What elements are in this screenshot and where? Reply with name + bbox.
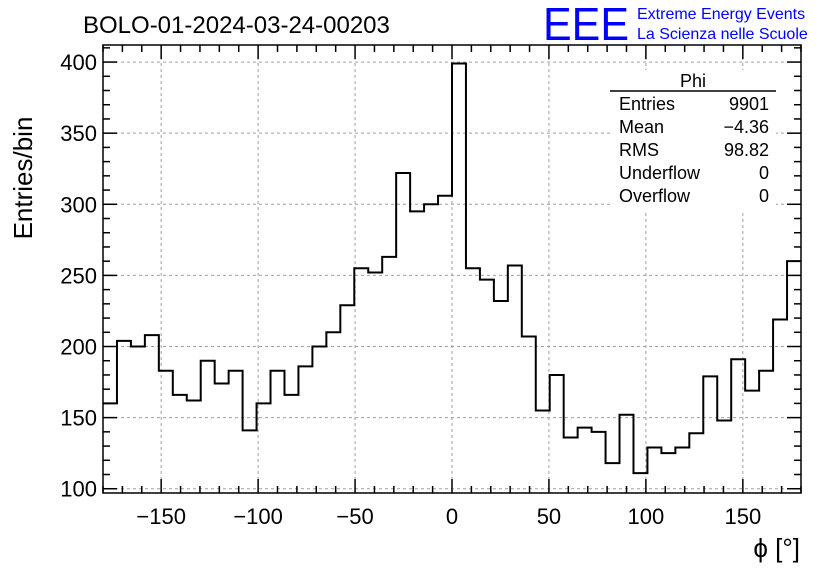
- stats-rows: Entries 9901 Mean −4.36 RMS 98.82 Underflow 0 Ov…: [619, 94, 769, 206]
- stats-label: Underflow: [619, 163, 701, 183]
- x-tick-label: 0: [446, 504, 458, 529]
- stats-value: −4.36: [723, 117, 769, 137]
- eee-logo-mark: EEE: [543, 0, 629, 50]
- y-tick-label: 200: [60, 335, 97, 360]
- histogram-line: [103, 62, 801, 475]
- stats-label: Entries: [619, 94, 675, 114]
- x-tick-label: 100: [628, 504, 665, 529]
- eee-logo: EEE Extreme Energy Events La Scienza nel…: [543, 0, 808, 50]
- x-tick-labels: −150 −100 −50 0 50 100 150: [136, 504, 761, 529]
- y-tick-label: 400: [60, 50, 97, 75]
- x-tick-label: 50: [537, 504, 561, 529]
- stats-box-title: Phi: [680, 71, 706, 91]
- y-tick-label: 150: [60, 406, 97, 431]
- chart-title: BOLO-01-2024-03-24-00203: [83, 12, 390, 39]
- y-tick-label: 300: [60, 192, 97, 217]
- x-tick-label: 150: [724, 504, 761, 529]
- histogram-series: [103, 62, 801, 475]
- y-tick-label: 100: [60, 477, 97, 502]
- x-tick-label: −150: [136, 504, 186, 529]
- stats-label: Overflow: [619, 186, 691, 206]
- stats-value: 0: [759, 186, 769, 206]
- stats-value: 9901: [729, 94, 769, 114]
- stats-box: Phi Entries 9901 Mean −4.36 RMS 98.82 Underflo…: [610, 70, 776, 210]
- stats-box-background: [610, 70, 776, 210]
- x-axis-label: ϕ [°]: [753, 533, 800, 563]
- y-tick-label: 350: [60, 121, 97, 146]
- y-tick-label: 250: [60, 263, 97, 288]
- x-tick-label: −50: [336, 504, 373, 529]
- y-axis-label: Entries/bin: [8, 117, 38, 240]
- eee-logo-line2: La Scienza nelle Scuole: [637, 26, 808, 43]
- x-tick-label: −100: [233, 504, 283, 529]
- stats-label: RMS: [619, 140, 659, 160]
- axis-ticks: [102, 45, 802, 493]
- eee-logo-line1: Extreme Energy Events: [637, 6, 805, 23]
- stats-value: 98.82: [724, 140, 769, 160]
- y-tick-labels: 100 150 200 250 300 350 400: [60, 50, 97, 502]
- stats-label: Mean: [619, 117, 664, 137]
- stats-value: 0: [759, 163, 769, 183]
